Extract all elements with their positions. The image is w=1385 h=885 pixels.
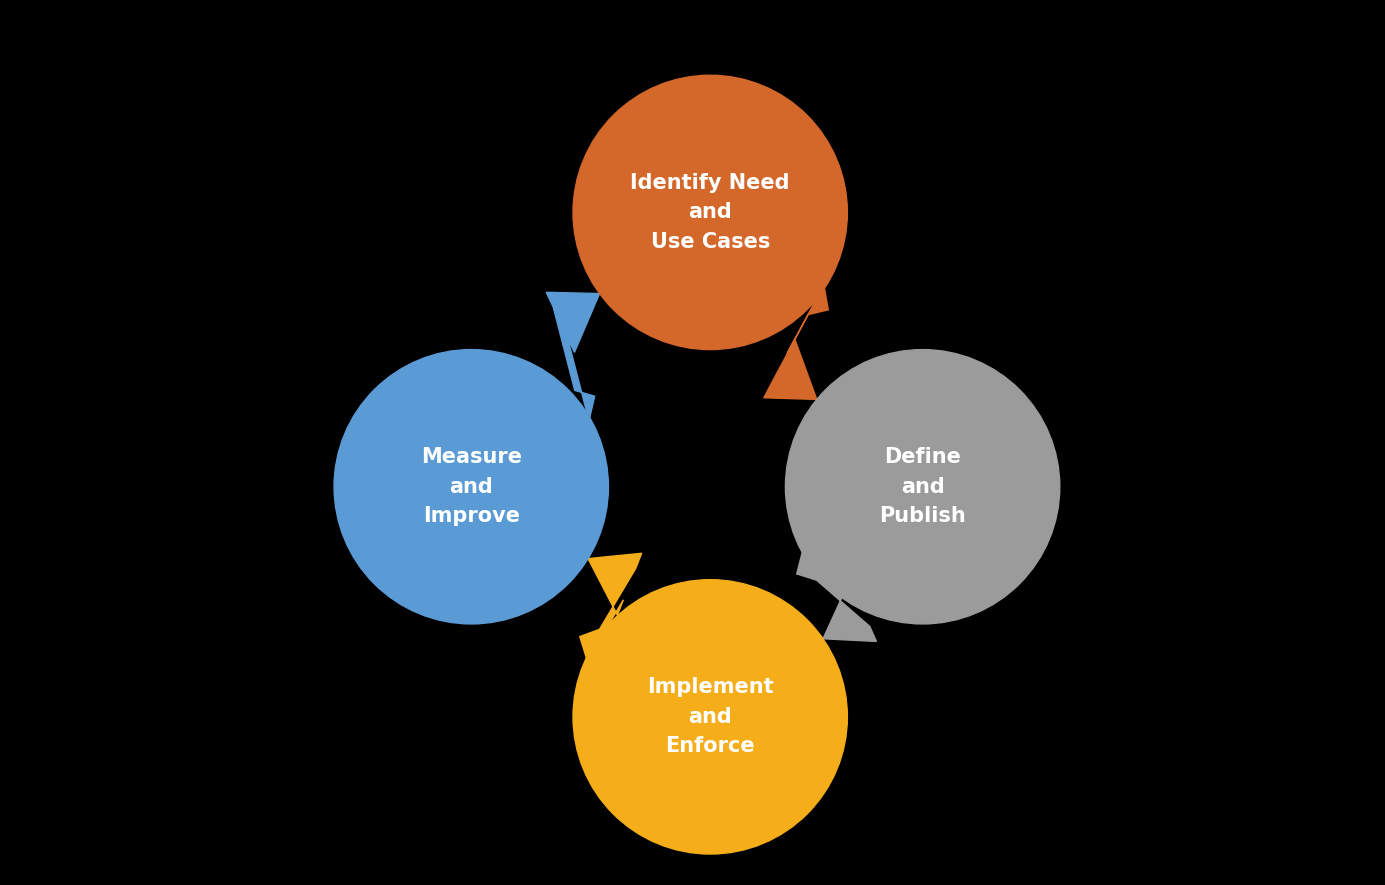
Polygon shape [796, 550, 877, 642]
Circle shape [334, 350, 608, 624]
Circle shape [573, 75, 848, 350]
Polygon shape [763, 285, 828, 399]
Polygon shape [546, 292, 600, 421]
Text: Implement
and
Enforce: Implement and Enforce [647, 677, 773, 757]
Text: Measure
and
Improve: Measure and Improve [421, 447, 522, 527]
Text: Identify Need
and
Use Cases: Identify Need and Use Cases [630, 173, 789, 252]
Circle shape [573, 580, 848, 854]
Text: Define
and
Publish: Define and Publish [879, 447, 965, 527]
Polygon shape [580, 553, 641, 660]
Circle shape [785, 350, 1060, 624]
